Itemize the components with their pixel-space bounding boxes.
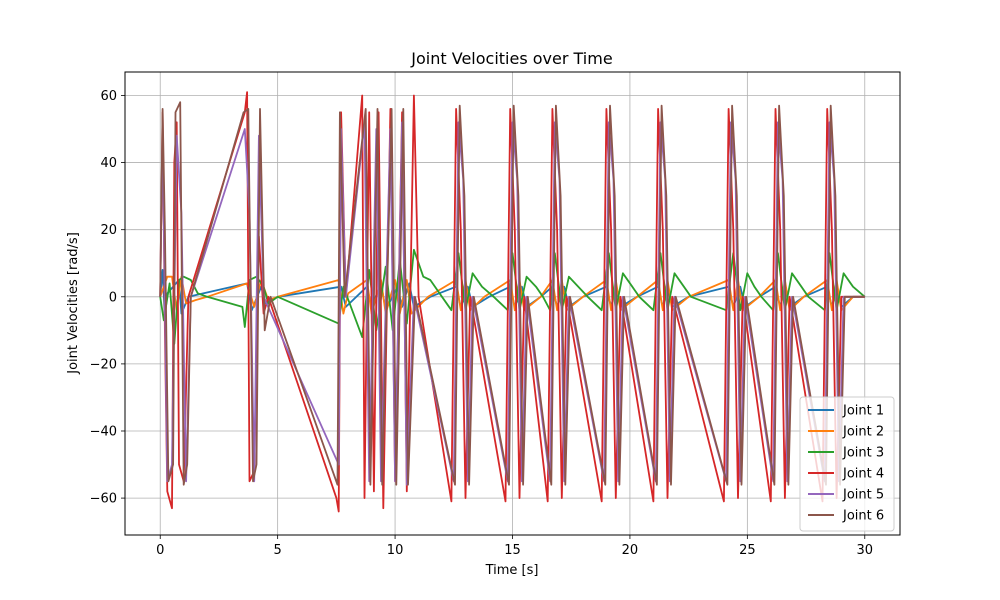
x-tick-label: 25 bbox=[739, 543, 756, 558]
x-tick-label: 10 bbox=[387, 543, 404, 558]
series-lines bbox=[159, 91, 866, 513]
y-tick-label: 20 bbox=[100, 223, 117, 238]
y-tick-label: 60 bbox=[100, 89, 117, 104]
x-tick-label: 20 bbox=[622, 543, 639, 558]
legend: Joint 1 Joint 2 Joint 3 Joint 4 Joint 5 Joint… bbox=[799, 396, 895, 532]
legend-label: Joint 3 bbox=[842, 446, 884, 461]
x-axis-label: Time [s] bbox=[485, 563, 539, 578]
x-tick-label: 5 bbox=[274, 543, 282, 558]
legend-label: Joint 2 bbox=[842, 425, 884, 440]
x-tick-label: 0 bbox=[156, 543, 164, 558]
y-tick-label: −40 bbox=[90, 424, 117, 439]
y-tick-label: 0 bbox=[109, 290, 117, 305]
series-line-joint-6 bbox=[159, 101, 865, 486]
y-tick-label: −60 bbox=[90, 492, 117, 507]
x-axis-ticks: 0 5 10 15 20 25 30 bbox=[156, 535, 873, 558]
series-line-joint-5 bbox=[159, 121, 865, 486]
x-tick-label: 15 bbox=[504, 543, 521, 558]
y-axis-label: Joint Velocities [rad/s] bbox=[66, 232, 81, 375]
y-axis-ticks: −60 −40 −20 0 20 40 60 bbox=[90, 89, 125, 507]
x-tick-label: 30 bbox=[856, 543, 873, 558]
legend-label: Joint 1 bbox=[842, 404, 884, 419]
y-tick-label: 40 bbox=[100, 156, 117, 171]
legend-label: Joint 5 bbox=[842, 488, 884, 503]
legend-label: Joint 6 bbox=[842, 509, 884, 524]
chart-title: Joint Velocities over Time bbox=[410, 49, 612, 68]
y-tick-label: −20 bbox=[90, 357, 117, 372]
legend-label: Joint 4 bbox=[842, 467, 884, 482]
